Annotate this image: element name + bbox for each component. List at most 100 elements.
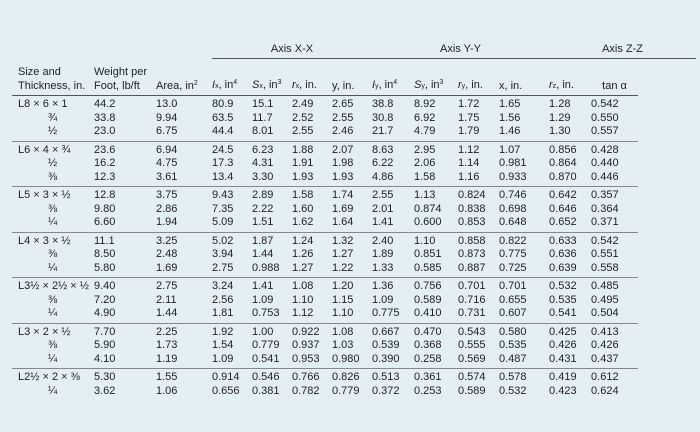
x-value: 0.933: [499, 170, 527, 183]
x-value: 0.698: [499, 202, 527, 215]
ix-value: 5.09: [212, 216, 234, 228]
iy-value: 21.7: [372, 125, 394, 137]
tan-value: 0.558: [591, 261, 619, 274]
rx-value: 1.26: [292, 248, 314, 260]
tan-value: 0.428: [591, 143, 619, 156]
weight-value: 7.20: [94, 293, 116, 306]
iy-value: 0.775: [372, 307, 400, 319]
rx-value: 0.937: [292, 339, 320, 351]
sx-cell: 1.00 0.779 0.541: [252, 322, 292, 369]
ry-value: 1.79: [458, 125, 480, 137]
sy-column-header: Sy, in3: [414, 58, 458, 96]
sy-value: 0.851: [414, 248, 442, 260]
x-cell: 0.580 0.535 0.487: [499, 322, 550, 369]
ix-value: 2.56: [212, 293, 234, 306]
iy-value: 4.86: [372, 170, 394, 183]
x-cell: 0.822 0.775 0.725: [499, 231, 550, 278]
rz-value: 0.423: [549, 384, 577, 397]
tan-value: 0.357: [591, 189, 619, 201]
sx-value: 15.1: [252, 98, 274, 110]
weight-value: 3.62: [94, 384, 116, 397]
rx-value: 2.52: [292, 111, 314, 124]
size-value: ⅜: [48, 170, 58, 183]
rz-value: 1.29: [549, 111, 571, 124]
sy-cell: 8.92 6.92 4.79: [414, 96, 458, 142]
size-value: ⅜: [48, 202, 58, 215]
ry-value: 0.589: [458, 384, 486, 397]
sy-value: 2.06: [414, 157, 436, 169]
ry-value: 0.858: [458, 234, 486, 247]
sx-value: 0.546: [252, 371, 280, 383]
sy-value: 1.13: [414, 189, 436, 201]
ry-value: 0.824: [458, 189, 486, 201]
weight-cell: 5.30 3.62: [94, 368, 152, 400]
y-value: 1.20: [332, 280, 354, 292]
area-value: 13.0: [156, 98, 178, 110]
rx-value: 0.953: [292, 352, 320, 365]
sx-value: 1.51: [252, 216, 274, 228]
tan-value: 0.426: [591, 339, 619, 351]
sx-value: 0.779: [252, 339, 280, 351]
table-row: L4 × 3 × ½ ⅜ ¼ 11.1 8.50 5.80 3.25 2.48 1.69 5.02…: [12, 231, 696, 278]
tan-value: 0.550: [591, 111, 619, 124]
sy-value: 0.258: [414, 352, 442, 365]
rx-cell: 0.766 0.782: [292, 368, 332, 400]
tan-cell: 0.542 0.551 0.558: [591, 231, 639, 278]
weight-value: 6.60: [94, 216, 116, 228]
iy-cell: 0.513 0.372: [372, 368, 414, 400]
x-value: 0.487: [499, 352, 527, 365]
sy-value: 8.92: [414, 98, 436, 110]
iy-value: 0.667: [372, 325, 400, 338]
sx-value: 0.541: [252, 352, 280, 365]
size-value: ¾: [48, 111, 58, 124]
rz-cell: 0.532 0.535 0.541: [549, 277, 592, 323]
ix-value: 1.09: [212, 352, 234, 365]
ry-column-header: ry, in.: [458, 58, 499, 96]
area-value: 2.86: [156, 202, 178, 215]
tan-value: 0.542: [591, 234, 619, 247]
x-value: 1.56: [499, 111, 521, 124]
area-value: 6.94: [156, 143, 178, 156]
sx-value: 1.87: [252, 234, 274, 247]
tan-value: 0.364: [591, 202, 619, 215]
sy-value: 4.79: [414, 125, 436, 137]
rx-cell: 1.58 1.60 1.62: [292, 186, 332, 232]
sx-value: 2.22: [252, 202, 274, 215]
ry-value: 1.72: [458, 98, 480, 110]
rx-value: 1.10: [292, 293, 314, 306]
rz-cell: 0.419 0.423: [549, 368, 592, 400]
x-cell: 0.578 0.532: [499, 368, 550, 400]
sy-value: 1.58: [414, 170, 436, 183]
y-value: 1.64: [332, 216, 354, 228]
tan-cell: 0.357 0.364 0.371: [591, 186, 639, 232]
rz-cell: 0.642 0.646 0.652: [549, 186, 592, 232]
x-cell: 0.701 0.655 0.607: [499, 277, 550, 323]
rz-value: 0.419: [549, 371, 577, 383]
rx-value: 1.91: [292, 157, 314, 169]
area-value: 1.94: [156, 216, 178, 228]
ix-column-header: Ix, in4: [212, 58, 252, 96]
weight-value: 4.10: [94, 352, 116, 365]
sy-value: 0.361: [414, 371, 442, 383]
ry-value: 0.838: [458, 202, 486, 215]
rx-cell: 1.24 1.26 1.27: [292, 231, 332, 278]
rz-cell: 0.425 0.426 0.431: [549, 322, 592, 369]
y-cell: 1.74 1.69 1.64: [332, 186, 372, 232]
area-cell: 2.25 1.73 1.19: [152, 322, 212, 369]
y-cell: 1.08 1.03 0.980: [332, 322, 372, 369]
x-value: 0.655: [499, 293, 527, 306]
iy-value: 2.40: [372, 234, 394, 247]
sx-value: 2.89: [252, 189, 274, 201]
sx-value: 0.381: [252, 384, 280, 397]
ix-cell: 0.914 0.656: [212, 368, 252, 400]
rx-cell: 1.08 1.10 1.12: [292, 277, 332, 323]
y-value: 1.22: [332, 261, 354, 274]
y-value: 1.10: [332, 307, 354, 319]
ix-value: 1.81: [212, 307, 234, 319]
weight-cell: 44.2 33.8 23.0: [94, 96, 152, 142]
column-header-row: Size and Thickness, in. Weight per Foot,…: [12, 58, 696, 96]
x-value: 1.07: [499, 143, 521, 156]
y-value: 0.980: [332, 352, 360, 365]
